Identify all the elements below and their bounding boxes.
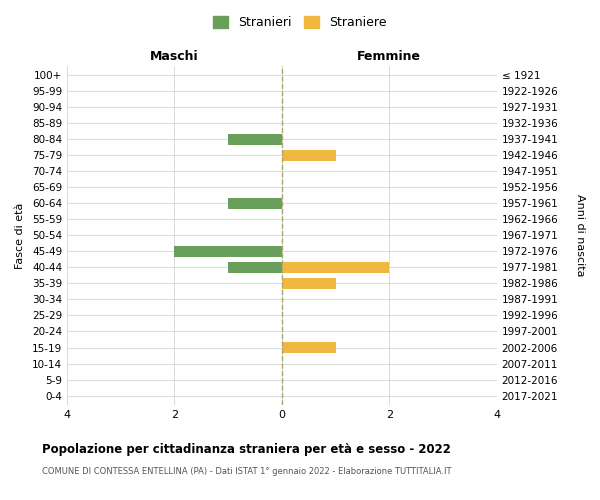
- Bar: [228, 134, 282, 144]
- Text: Popolazione per cittadinanza straniera per età e sesso - 2022: Popolazione per cittadinanza straniera p…: [42, 442, 451, 456]
- Bar: [282, 278, 335, 288]
- Y-axis label: Fasce di età: Fasce di età: [15, 202, 25, 268]
- Bar: [282, 262, 389, 272]
- Text: COMUNE DI CONTESSA ENTELLINA (PA) - Dati ISTAT 1° gennaio 2022 - Elaborazione TU: COMUNE DI CONTESSA ENTELLINA (PA) - Dati…: [42, 468, 452, 476]
- Text: Femmine: Femmine: [358, 50, 421, 64]
- Y-axis label: Anni di nascita: Anni di nascita: [575, 194, 585, 276]
- Text: Maschi: Maschi: [150, 50, 199, 64]
- Bar: [228, 262, 282, 272]
- Legend: Stranieri, Straniere: Stranieri, Straniere: [208, 11, 392, 34]
- Bar: [282, 150, 335, 160]
- Bar: [282, 342, 335, 352]
- Bar: [228, 198, 282, 208]
- Bar: [175, 246, 282, 256]
